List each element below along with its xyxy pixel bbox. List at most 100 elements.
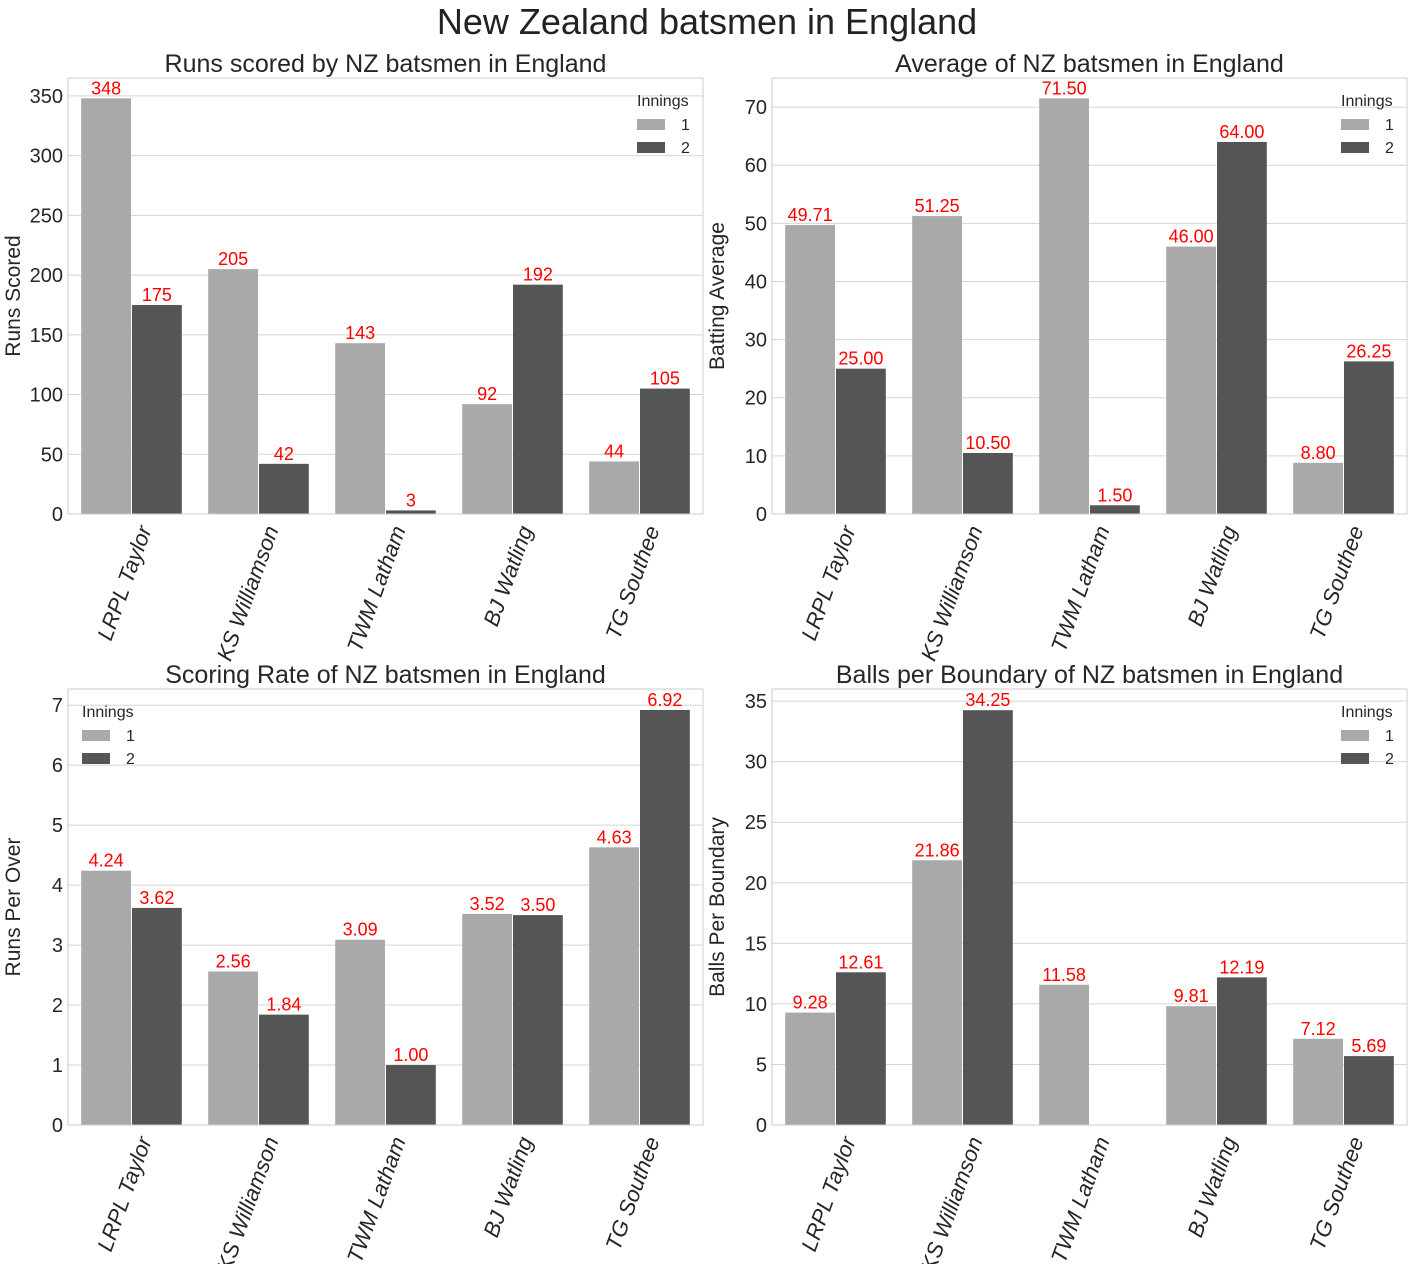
data-label: 10.50 xyxy=(965,433,1010,453)
bar-tg-southee-innings-2 xyxy=(1344,361,1394,514)
bar-tg-southee-innings-2 xyxy=(640,388,690,514)
data-label: 7.12 xyxy=(1301,1019,1336,1039)
y-tick-label: 350 xyxy=(30,86,63,108)
bar-bj-watling-innings-2 xyxy=(1217,977,1267,1125)
x-tick-label: KS Williamson xyxy=(212,522,284,664)
data-label: 4.24 xyxy=(89,851,124,871)
y-tick-label: 1 xyxy=(52,1055,63,1077)
bar-ks-williamson-innings-1 xyxy=(208,971,258,1125)
bar-lrpl-taylor-innings-2 xyxy=(132,907,182,1125)
x-tick-label: TWM Latham xyxy=(342,1133,411,1264)
bar-lrpl-taylor-innings-1 xyxy=(81,98,131,514)
data-label: 51.25 xyxy=(915,196,960,216)
data-label: 4.63 xyxy=(597,827,632,847)
data-label: 6.92 xyxy=(647,690,682,710)
bar-lrpl-taylor-innings-2 xyxy=(836,972,886,1125)
y-tick-label: 10 xyxy=(745,994,767,1016)
y-tick-label: 5 xyxy=(52,815,63,837)
y-axis-label: Runs Per Over xyxy=(2,838,25,977)
bar-tg-southee-innings-2 xyxy=(640,709,690,1125)
data-label: 192 xyxy=(523,265,553,285)
bar-twm-latham-innings-1 xyxy=(1039,98,1089,514)
data-label: 3 xyxy=(406,490,416,510)
legend-swatch xyxy=(637,142,665,153)
bar-bj-watling-innings-1 xyxy=(462,913,512,1125)
y-tick-label: 70 xyxy=(745,97,767,119)
bar-lrpl-taylor-innings-1 xyxy=(81,870,131,1125)
bar-bj-watling-innings-1 xyxy=(462,404,512,514)
data-label: 105 xyxy=(650,369,680,389)
bar-twm-latham-innings-1 xyxy=(1039,984,1089,1125)
plot-frame xyxy=(771,688,1408,1126)
bar-lrpl-taylor-innings-2 xyxy=(132,304,182,514)
chart-title: Average of NZ batsmen in England xyxy=(895,50,1284,78)
x-tick-label: TWM Latham xyxy=(1046,1133,1115,1264)
bar-bj-watling-innings-2 xyxy=(1217,141,1267,515)
x-tick-label: TWM Latham xyxy=(1046,522,1115,655)
y-tick-label: 300 xyxy=(30,146,63,168)
data-label: 42 xyxy=(274,444,294,464)
bar-bj-watling-innings-2 xyxy=(513,915,563,1125)
bar-twm-latham-innings-2 xyxy=(386,510,436,514)
data-label: 3.50 xyxy=(520,895,555,915)
y-tick-label: 50 xyxy=(745,213,767,235)
y-tick-label: 5 xyxy=(756,1054,767,1076)
y-tick-label: 0 xyxy=(52,504,63,526)
bar-ks-williamson-innings-2 xyxy=(259,1014,309,1125)
data-label: 25.00 xyxy=(838,349,883,369)
bar-tg-southee-innings-1 xyxy=(589,461,639,514)
legend-entry: 2 xyxy=(1385,751,1394,768)
y-tick-label: 200 xyxy=(30,265,63,287)
data-label: 348 xyxy=(91,78,121,98)
data-label: 49.71 xyxy=(788,205,833,225)
y-tick-label: 10 xyxy=(745,446,767,468)
bar-twm-latham-innings-1 xyxy=(335,939,385,1125)
plot-frame xyxy=(67,688,704,1126)
x-tick-label: TWM Latham xyxy=(342,522,411,655)
y-tick-label: 30 xyxy=(745,752,767,774)
bar-lrpl-taylor-innings-2 xyxy=(836,368,886,514)
chart-title: Runs scored by NZ batsmen in England xyxy=(165,50,607,78)
bar-ks-williamson-innings-1 xyxy=(208,269,258,514)
data-label: 26.25 xyxy=(1346,341,1391,361)
data-label: 3.62 xyxy=(139,888,174,908)
legend-swatch xyxy=(1341,730,1369,741)
bar-ks-williamson-innings-2 xyxy=(259,463,309,514)
bar-bj-watling-innings-1 xyxy=(1166,246,1216,514)
legend-entry: 1 xyxy=(1385,117,1394,134)
bar-ks-williamson-innings-1 xyxy=(912,860,962,1125)
data-label: 1.84 xyxy=(266,995,301,1015)
y-tick-label: 15 xyxy=(745,933,767,955)
legend-entry: 2 xyxy=(681,140,690,157)
y-tick-label: 0 xyxy=(756,504,767,526)
x-tick-label: TG Southee xyxy=(601,522,665,642)
x-tick-label: TG Southee xyxy=(601,1133,665,1253)
data-label: 21.86 xyxy=(915,840,960,860)
data-label: 9.28 xyxy=(793,993,828,1013)
data-label: 12.19 xyxy=(1219,957,1264,977)
legend-swatch xyxy=(82,753,110,764)
y-tick-label: 20 xyxy=(745,873,767,895)
data-label: 12.61 xyxy=(838,952,883,972)
bar-tg-southee-innings-1 xyxy=(1293,462,1343,514)
y-tick-label: 25 xyxy=(745,812,767,834)
x-tick-label: BJ Watling xyxy=(1182,522,1242,630)
bar-lrpl-taylor-innings-1 xyxy=(785,1012,835,1125)
y-tick-label: 150 xyxy=(30,325,63,347)
x-tick-label: LRPL Taylor xyxy=(92,1132,157,1255)
legend: Innings 1 2 xyxy=(637,93,690,157)
y-tick-label: 3 xyxy=(52,935,63,957)
x-tick-label: KS Williamson xyxy=(916,522,988,664)
legend: Innings 1 2 xyxy=(1341,93,1394,157)
legend: Innings 1 2 xyxy=(82,704,135,768)
legend-title: Innings xyxy=(1341,704,1393,721)
legend-entry: 1 xyxy=(681,117,690,134)
y-tick-label: 30 xyxy=(745,330,767,352)
x-tick-label: KS Williamson xyxy=(212,1133,284,1264)
y-tick-label: 50 xyxy=(41,444,63,466)
bar-ks-williamson-innings-1 xyxy=(912,216,962,515)
data-label: 1.50 xyxy=(1097,485,1132,505)
bar-twm-latham-innings-2 xyxy=(386,1065,436,1125)
bar-tg-southee-innings-2 xyxy=(1344,1056,1394,1125)
legend-swatch xyxy=(1341,119,1369,130)
